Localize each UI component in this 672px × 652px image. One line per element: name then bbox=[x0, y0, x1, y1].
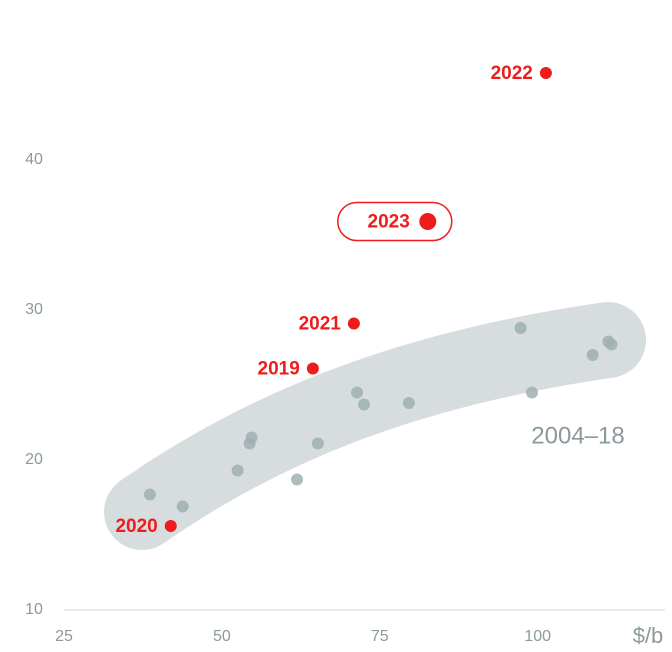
highlight-label: 2020 bbox=[115, 516, 157, 537]
highlight-point bbox=[306, 362, 319, 375]
x-tick-label: 75 bbox=[371, 628, 389, 645]
x-tick-label: 100 bbox=[524, 628, 551, 645]
y-tick-label: 10 bbox=[25, 601, 43, 618]
point bbox=[586, 349, 599, 361]
point bbox=[358, 398, 370, 411]
highlight-label: 2021 bbox=[299, 314, 342, 335]
point bbox=[231, 464, 244, 477]
point bbox=[526, 386, 538, 399]
y-tick-label: 30 bbox=[25, 301, 43, 318]
range-band bbox=[104, 302, 646, 550]
y-tick-label: 40 bbox=[25, 151, 43, 168]
point bbox=[351, 386, 364, 399]
y-tick-label: 20 bbox=[25, 451, 43, 468]
highlight-label: 2022 bbox=[491, 63, 533, 84]
point bbox=[245, 431, 258, 444]
x-tick-label: 25 bbox=[55, 628, 73, 645]
highlight-point bbox=[419, 213, 437, 230]
highlight-point bbox=[347, 317, 360, 330]
point bbox=[605, 338, 618, 351]
point bbox=[311, 437, 324, 450]
highlight-point bbox=[164, 520, 177, 532]
point bbox=[402, 397, 415, 409]
point bbox=[514, 322, 527, 334]
highlight-label: 2023 bbox=[368, 212, 410, 233]
highlight-point bbox=[539, 67, 552, 79]
highlight-box bbox=[337, 201, 453, 242]
point bbox=[176, 500, 189, 513]
highlight-label: 2019 bbox=[258, 359, 300, 380]
point bbox=[143, 488, 156, 501]
x-axis-label: $/b bbox=[633, 623, 664, 648]
band-label: 2004–18 bbox=[531, 422, 624, 449]
x-tick-label: 50 bbox=[213, 628, 231, 645]
point bbox=[291, 473, 304, 486]
